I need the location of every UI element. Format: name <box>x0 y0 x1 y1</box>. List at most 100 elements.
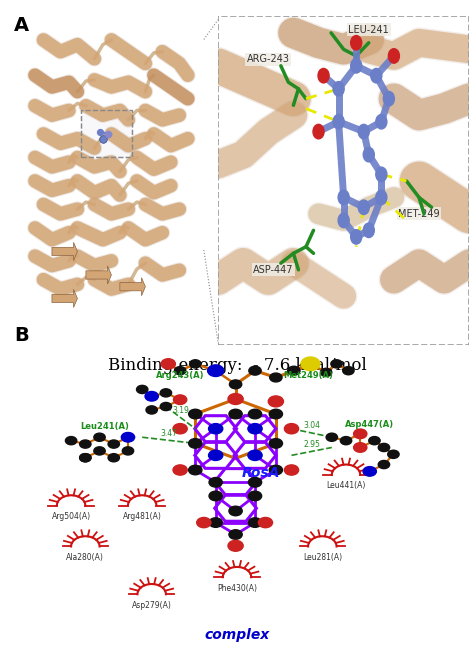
Circle shape <box>173 465 187 475</box>
Circle shape <box>248 424 262 434</box>
Circle shape <box>228 393 243 405</box>
Circle shape <box>145 392 158 401</box>
Circle shape <box>388 450 399 459</box>
Circle shape <box>248 409 262 418</box>
Circle shape <box>318 68 329 83</box>
Circle shape <box>229 506 242 516</box>
FancyArrow shape <box>52 242 77 261</box>
Text: Binding energy:  - 7.6 kcal/mol: Binding energy: - 7.6 kcal/mol <box>108 357 366 374</box>
Text: 2.95: 2.95 <box>303 440 320 449</box>
Circle shape <box>369 436 380 445</box>
Text: Arg243(A): Arg243(A) <box>156 370 204 380</box>
Circle shape <box>229 409 242 418</box>
Circle shape <box>146 392 157 400</box>
Circle shape <box>320 368 332 376</box>
Circle shape <box>331 360 342 368</box>
Circle shape <box>248 518 262 527</box>
Text: Arg504(A): Arg504(A) <box>52 512 91 521</box>
Circle shape <box>122 447 134 455</box>
Circle shape <box>284 465 299 475</box>
Circle shape <box>269 439 283 448</box>
Circle shape <box>351 36 362 50</box>
Circle shape <box>355 443 366 451</box>
Circle shape <box>351 230 362 244</box>
Circle shape <box>354 429 367 439</box>
Text: Leu241(A): Leu241(A) <box>80 422 129 431</box>
Circle shape <box>146 406 157 414</box>
Text: 3.04: 3.04 <box>303 421 320 430</box>
Circle shape <box>376 190 387 205</box>
Circle shape <box>333 114 344 129</box>
Circle shape <box>363 147 374 162</box>
Circle shape <box>209 518 222 527</box>
Circle shape <box>268 396 283 407</box>
Circle shape <box>161 359 175 369</box>
Circle shape <box>248 491 262 501</box>
Circle shape <box>363 467 376 476</box>
Circle shape <box>383 91 394 106</box>
Circle shape <box>354 443 367 452</box>
Circle shape <box>301 357 320 370</box>
Text: Leu441(A): Leu441(A) <box>326 482 366 490</box>
Circle shape <box>358 124 369 139</box>
Circle shape <box>333 82 344 96</box>
Point <box>96 126 103 137</box>
Text: A: A <box>14 16 29 36</box>
Circle shape <box>209 491 222 501</box>
Text: Ala280(A): Ala280(A) <box>66 553 104 562</box>
Text: LEU-241: LEU-241 <box>348 24 389 35</box>
Circle shape <box>174 395 186 404</box>
Circle shape <box>388 49 400 63</box>
Circle shape <box>371 68 382 83</box>
Circle shape <box>137 386 148 393</box>
Circle shape <box>80 440 91 448</box>
Circle shape <box>108 453 119 462</box>
Circle shape <box>258 517 273 528</box>
Text: RosA: RosA <box>242 466 280 480</box>
Circle shape <box>189 465 202 475</box>
Circle shape <box>160 389 172 397</box>
Circle shape <box>80 453 91 462</box>
Circle shape <box>189 409 202 418</box>
Text: Arg481(A): Arg481(A) <box>123 512 162 521</box>
Circle shape <box>376 167 387 182</box>
Circle shape <box>121 432 135 442</box>
Circle shape <box>173 395 187 405</box>
Circle shape <box>340 436 352 445</box>
Circle shape <box>363 223 374 238</box>
Point <box>99 134 107 144</box>
Circle shape <box>229 380 242 389</box>
Circle shape <box>284 424 299 434</box>
Circle shape <box>338 213 349 228</box>
Circle shape <box>248 478 262 487</box>
Text: MET-249: MET-249 <box>398 209 440 219</box>
Circle shape <box>358 200 369 215</box>
Circle shape <box>249 367 261 375</box>
Point <box>104 129 112 139</box>
Circle shape <box>248 450 262 461</box>
Text: Leu281(A): Leu281(A) <box>303 553 342 562</box>
Circle shape <box>376 114 387 129</box>
Text: ASP-447: ASP-447 <box>253 265 293 275</box>
Circle shape <box>209 478 222 487</box>
Circle shape <box>355 430 366 438</box>
Circle shape <box>351 59 362 73</box>
Circle shape <box>160 403 172 411</box>
Text: 3.19: 3.19 <box>172 406 189 415</box>
Circle shape <box>197 517 211 528</box>
Circle shape <box>378 461 390 468</box>
Circle shape <box>343 367 354 375</box>
Circle shape <box>94 447 105 455</box>
Circle shape <box>228 540 243 551</box>
Text: Asp447(A): Asp447(A) <box>345 420 394 429</box>
Text: Met249(A): Met249(A) <box>283 370 333 380</box>
FancyArrow shape <box>86 266 111 284</box>
Text: Phe430(A): Phe430(A) <box>217 584 257 593</box>
Circle shape <box>174 367 186 375</box>
Circle shape <box>108 440 119 448</box>
Text: Asp279(A): Asp279(A) <box>132 601 172 610</box>
Circle shape <box>229 530 242 540</box>
Circle shape <box>326 433 337 442</box>
Circle shape <box>173 424 187 434</box>
Circle shape <box>209 424 223 434</box>
